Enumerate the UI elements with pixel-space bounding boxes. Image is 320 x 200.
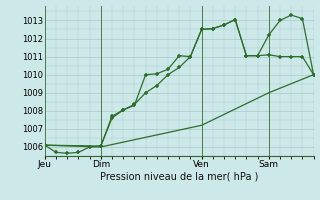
X-axis label: Pression niveau de la mer( hPa ): Pression niveau de la mer( hPa ) [100,172,258,182]
